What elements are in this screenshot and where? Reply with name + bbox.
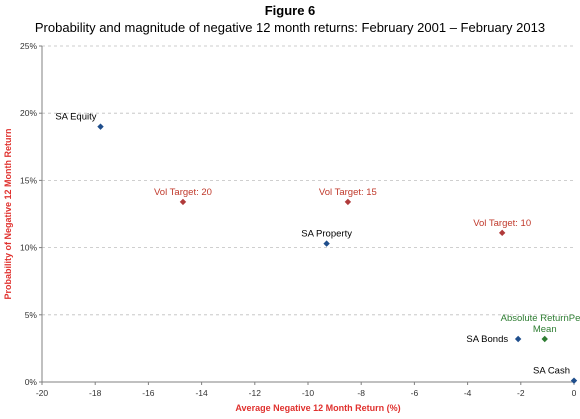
data-point-marker [344,198,352,206]
figure-title: Figure 6 [265,3,316,18]
data-point-label: SA Property [301,229,352,240]
data-point-label-line: Mean [533,324,557,335]
data-point-label-line: Absolute ReturnPeer [501,313,580,324]
y-tick-label: 20% [20,108,37,118]
data-point-marker [323,240,330,247]
data-point-label-line: Vol Target: 20 [154,187,212,198]
data-point-label: SA Cash [533,366,570,377]
y-tick-label: 15% [20,175,37,185]
data-point-label-line: SA Cash [533,366,570,377]
x-axis-title-part: Average Negative [235,403,313,413]
data-point-marker [179,198,187,206]
data-point-label: Vol Target: 20 [154,187,212,198]
x-tick-label: -20 [36,388,49,398]
y-tick-label: 5% [25,310,38,320]
chart-title: Probability and magnitude of negative 12… [35,20,545,35]
x-tick-label: -16 [142,388,155,398]
data-point-marker [514,335,522,343]
data-point-marker [498,229,506,237]
y-axis-title-part: Probability of [3,240,13,300]
x-tick-label: -6 [411,388,419,398]
x-tick-label: -10 [302,388,315,398]
data-point-marker [97,123,104,130]
data-point-marker [541,335,548,343]
data-point-label-line: Vol Target: 10 [473,218,531,229]
data-point-label-line: SA Equity [55,112,96,123]
x-tick-label: -18 [89,388,102,398]
data-point-label: Vol Target: 10 [473,218,531,229]
x-tick-label: -2 [517,388,525,398]
data-point-marker [570,377,578,384]
data-point-label-line: SA Bonds [466,334,508,345]
x-axis-title-part: 12 Month Return (%) [313,403,401,413]
y-tick-label: 10% [20,243,37,253]
data-point-label: SA Bonds [466,334,508,345]
x-tick-label: -14 [195,388,208,398]
x-tick-label: -8 [357,388,365,398]
x-tick-label: -4 [464,388,472,398]
y-tick-label: 0% [25,377,38,387]
x-axis-title: Average Negative 12 Month Return (%) [235,403,400,413]
data-point-label-line: Vol Target: 15 [319,187,377,198]
data-point-label: Vol Target: 15 [319,187,377,198]
data-point-label: SA Equity [55,112,96,123]
y-tick-label: 25% [20,41,37,51]
y-axis-title-part: Negative 12 Month Return [3,128,13,239]
data-point-label: Absolute ReturnPeerMean [501,313,580,335]
data-point-label-line: SA Property [301,229,352,240]
y-axis-title: Probability of Negative 12 Month Return [3,128,13,299]
x-tick-label: 0 [572,388,577,398]
x-tick-label: -12 [249,388,262,398]
